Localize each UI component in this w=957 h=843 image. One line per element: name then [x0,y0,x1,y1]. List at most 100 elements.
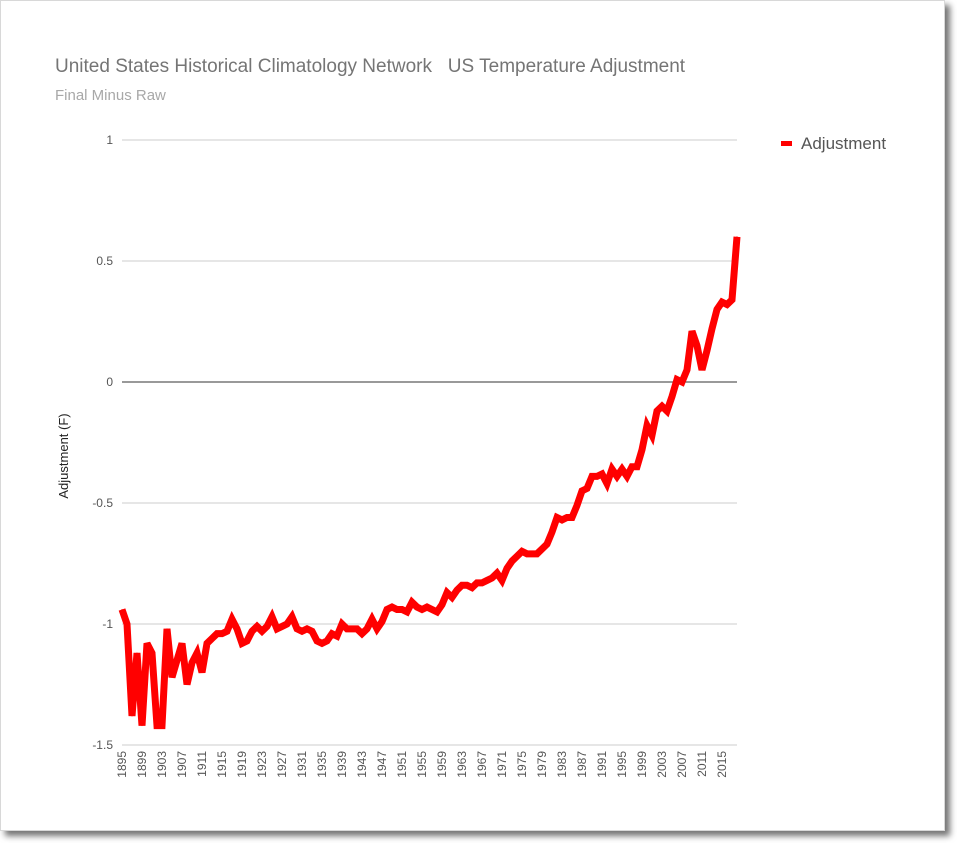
x-tick-label: 2003 [655,751,669,778]
data-point [266,625,268,627]
data-point [636,466,638,468]
x-tick-label: 1967 [475,751,489,778]
data-point [296,628,298,630]
data-point [476,582,478,584]
y-tick-label: -0.5 [92,496,113,510]
data-point [131,715,133,717]
x-tick-label: 1923 [255,751,269,778]
data-point [246,640,248,642]
y-axis-label: Adjustment (F) [56,413,71,498]
x-tick-label: 1975 [515,751,529,778]
x-tick-label: 1971 [495,751,509,778]
data-point [596,475,598,477]
data-point [251,630,253,632]
x-tick-label: 1979 [535,751,549,778]
data-point [726,304,728,306]
x-tick-label: 1899 [135,751,149,778]
x-tick-label: 1999 [635,751,649,778]
data-point [431,608,433,610]
data-point [151,652,153,654]
y-axis-ticks: 1 0.5 0 -0.5 -1 -1.5 [92,133,113,752]
data-point [621,468,623,470]
series-layer [118,236,741,730]
data-point [526,553,528,555]
legend-label-adjustment: Adjustment [801,134,886,153]
data-point [711,328,713,330]
data-point [156,725,158,727]
data-point [506,567,508,569]
data-point [716,308,718,310]
data-point [521,550,523,552]
x-tick-label: 1927 [275,751,289,778]
data-point [466,584,468,586]
data-point [446,592,448,594]
data-point [671,396,673,398]
y-tick-label: -1.5 [92,738,113,752]
data-point [456,589,458,591]
data-point [421,608,423,610]
data-point [321,642,323,644]
data-point [646,425,648,427]
data-point [426,606,428,608]
data-point [276,628,278,630]
data-point [536,553,538,555]
chart-card: United States Historical Climatology Net… [0,0,945,831]
data-point [586,487,588,489]
data-point [226,630,228,632]
data-point [291,616,293,618]
x-tick-label: 1895 [115,751,129,778]
data-point [501,579,503,581]
data-point [631,466,633,468]
data-point [141,725,143,727]
data-point [491,577,493,579]
series-line-adjustment [118,236,741,730]
data-point [336,635,338,637]
data-point [371,618,373,620]
x-tick-label: 1935 [315,751,329,778]
data-point [661,405,663,407]
data-point [541,548,543,550]
data-point [481,582,483,584]
x-tick-label: 2007 [675,751,689,778]
data-point [496,572,498,574]
x-tick-label: 1959 [435,751,449,778]
data-point [316,640,318,642]
x-tick-label: 1903 [155,751,169,778]
legend: Adjustment [781,134,886,153]
data-point [401,608,403,610]
data-point [736,236,738,238]
data-point [591,475,593,477]
y-tick-label: -1 [102,617,113,631]
data-point [391,606,393,608]
data-point [416,606,418,608]
data-point [451,596,453,598]
data-point [211,638,213,640]
data-point [656,410,658,412]
data-point [136,652,138,654]
data-point [576,504,578,506]
data-point [161,725,163,727]
data-point [356,628,358,630]
data-point [166,628,168,630]
data-point [186,684,188,685]
data-point [666,410,668,412]
data-point [566,517,568,519]
data-point [331,633,333,635]
data-point [366,628,368,630]
data-point [731,299,733,301]
line-chart: 1 0.5 0 -0.5 -1 -1.5 1895 1899 1903 1907 1911 1915… [56,133,886,778]
data-point [176,659,178,661]
chart-title: United States Historical Climatology Net… [55,56,686,77]
data-point [201,671,203,673]
data-point [191,662,193,664]
x-tick-label: 2011 [695,751,709,777]
data-point [231,618,233,620]
data-point [441,604,443,606]
x-tick-label: 1939 [335,751,349,778]
x-tick-label: 1987 [575,751,589,778]
data-point [381,621,383,623]
x-tick-label: 1963 [455,751,469,778]
data-point [601,473,603,475]
data-point [361,633,363,635]
data-point [326,640,328,642]
